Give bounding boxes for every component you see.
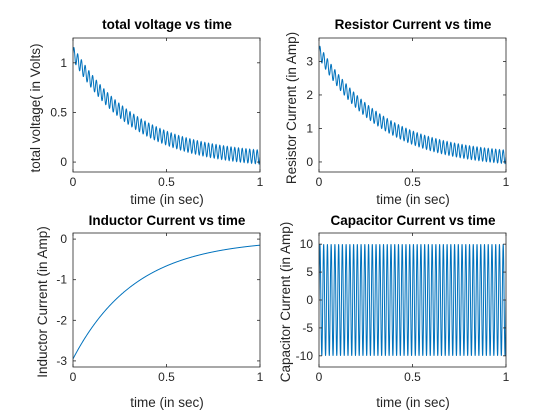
y-tick-label: 0.5	[50, 105, 67, 119]
x-tick-label: 1	[257, 370, 264, 384]
series-line	[73, 244, 260, 360]
subplot-inductor-current: Inductor Current vs time 0 0.5 1 -3 -2 -1 0 ti…	[35, 213, 264, 410]
x-tick-label: 0	[70, 175, 77, 189]
y-axis-label: total voltage( in Volts)	[28, 43, 43, 172]
x-tick-label: 0.5	[158, 175, 175, 189]
plot-area: 0 0.5 1 0 1 2 3	[306, 37, 510, 189]
x-tick-label: 0.5	[158, 370, 175, 384]
subplot-total-voltage: total voltage vs time 0 0.5 1 0 0.5 1 time (i…	[28, 17, 264, 207]
chart-title: total voltage vs time	[102, 17, 232, 32]
x-axis-label: time (in sec)	[130, 395, 204, 410]
y-tick-label: 0	[306, 155, 313, 169]
x-tick-label: 0.5	[404, 175, 421, 189]
y-tick-label: 5	[306, 265, 313, 279]
x-tick-label: 0	[316, 175, 323, 189]
y-tick-label: 10	[300, 237, 314, 251]
subplot-capacitor-current: Capacitor Current vs time 0 0.5 1 -10 -5 0 5 10…	[278, 213, 510, 410]
y-tick-label: -5	[302, 321, 313, 335]
x-tick-label: 1	[503, 175, 510, 189]
y-axis-label: Capacitor Current (in Amp)	[278, 222, 293, 383]
y-tick-label: 3	[306, 54, 313, 68]
y-tick-label: -10	[296, 349, 314, 363]
y-tick-label: -1	[56, 273, 67, 287]
x-tick-label: 1	[503, 370, 510, 384]
y-axis-label: Inductor Current (in Amp)	[35, 226, 50, 378]
plot-area: 0 0.5 1 -10 -5 0 5 10	[296, 232, 510, 384]
y-tick-label: -3	[56, 354, 67, 368]
x-tick-label: 0	[70, 370, 77, 384]
y-axis-label: Resistor Current (in Amp)	[284, 32, 299, 184]
chart-title: Inductor Current vs time	[89, 213, 246, 228]
series-line	[319, 45, 506, 165]
series-line	[319, 244, 506, 356]
x-axis-label: time (in sec)	[376, 192, 450, 207]
series-line	[73, 46, 260, 165]
chart-title: Capacitor Current vs time	[330, 213, 496, 228]
plot-area: 0 0.5 1 0 0.5 1	[50, 37, 264, 189]
y-tick-label: -2	[56, 313, 67, 327]
x-tick-label: 0.5	[404, 370, 421, 384]
y-tick-label: 0	[60, 232, 67, 246]
y-tick-label: 2	[306, 88, 313, 102]
y-tick-label: 1	[60, 56, 67, 70]
y-tick-label: 0	[306, 293, 313, 307]
x-axis-label: time (in sec)	[130, 192, 204, 207]
y-tick-label: 0	[60, 155, 67, 169]
x-tick-label: 1	[257, 175, 264, 189]
x-axis-label: time (in sec)	[376, 395, 450, 410]
x-tick-label: 0	[316, 370, 323, 384]
y-tick-label: 1	[306, 121, 313, 135]
plot-area: 0 0.5 1 -3 -2 -1 0	[56, 232, 263, 384]
chart-title: Resistor Current vs time	[335, 17, 492, 32]
subplot-resistor-current: Resistor Current vs time 0 0.5 1 0 1 2 3 time …	[284, 17, 510, 207]
